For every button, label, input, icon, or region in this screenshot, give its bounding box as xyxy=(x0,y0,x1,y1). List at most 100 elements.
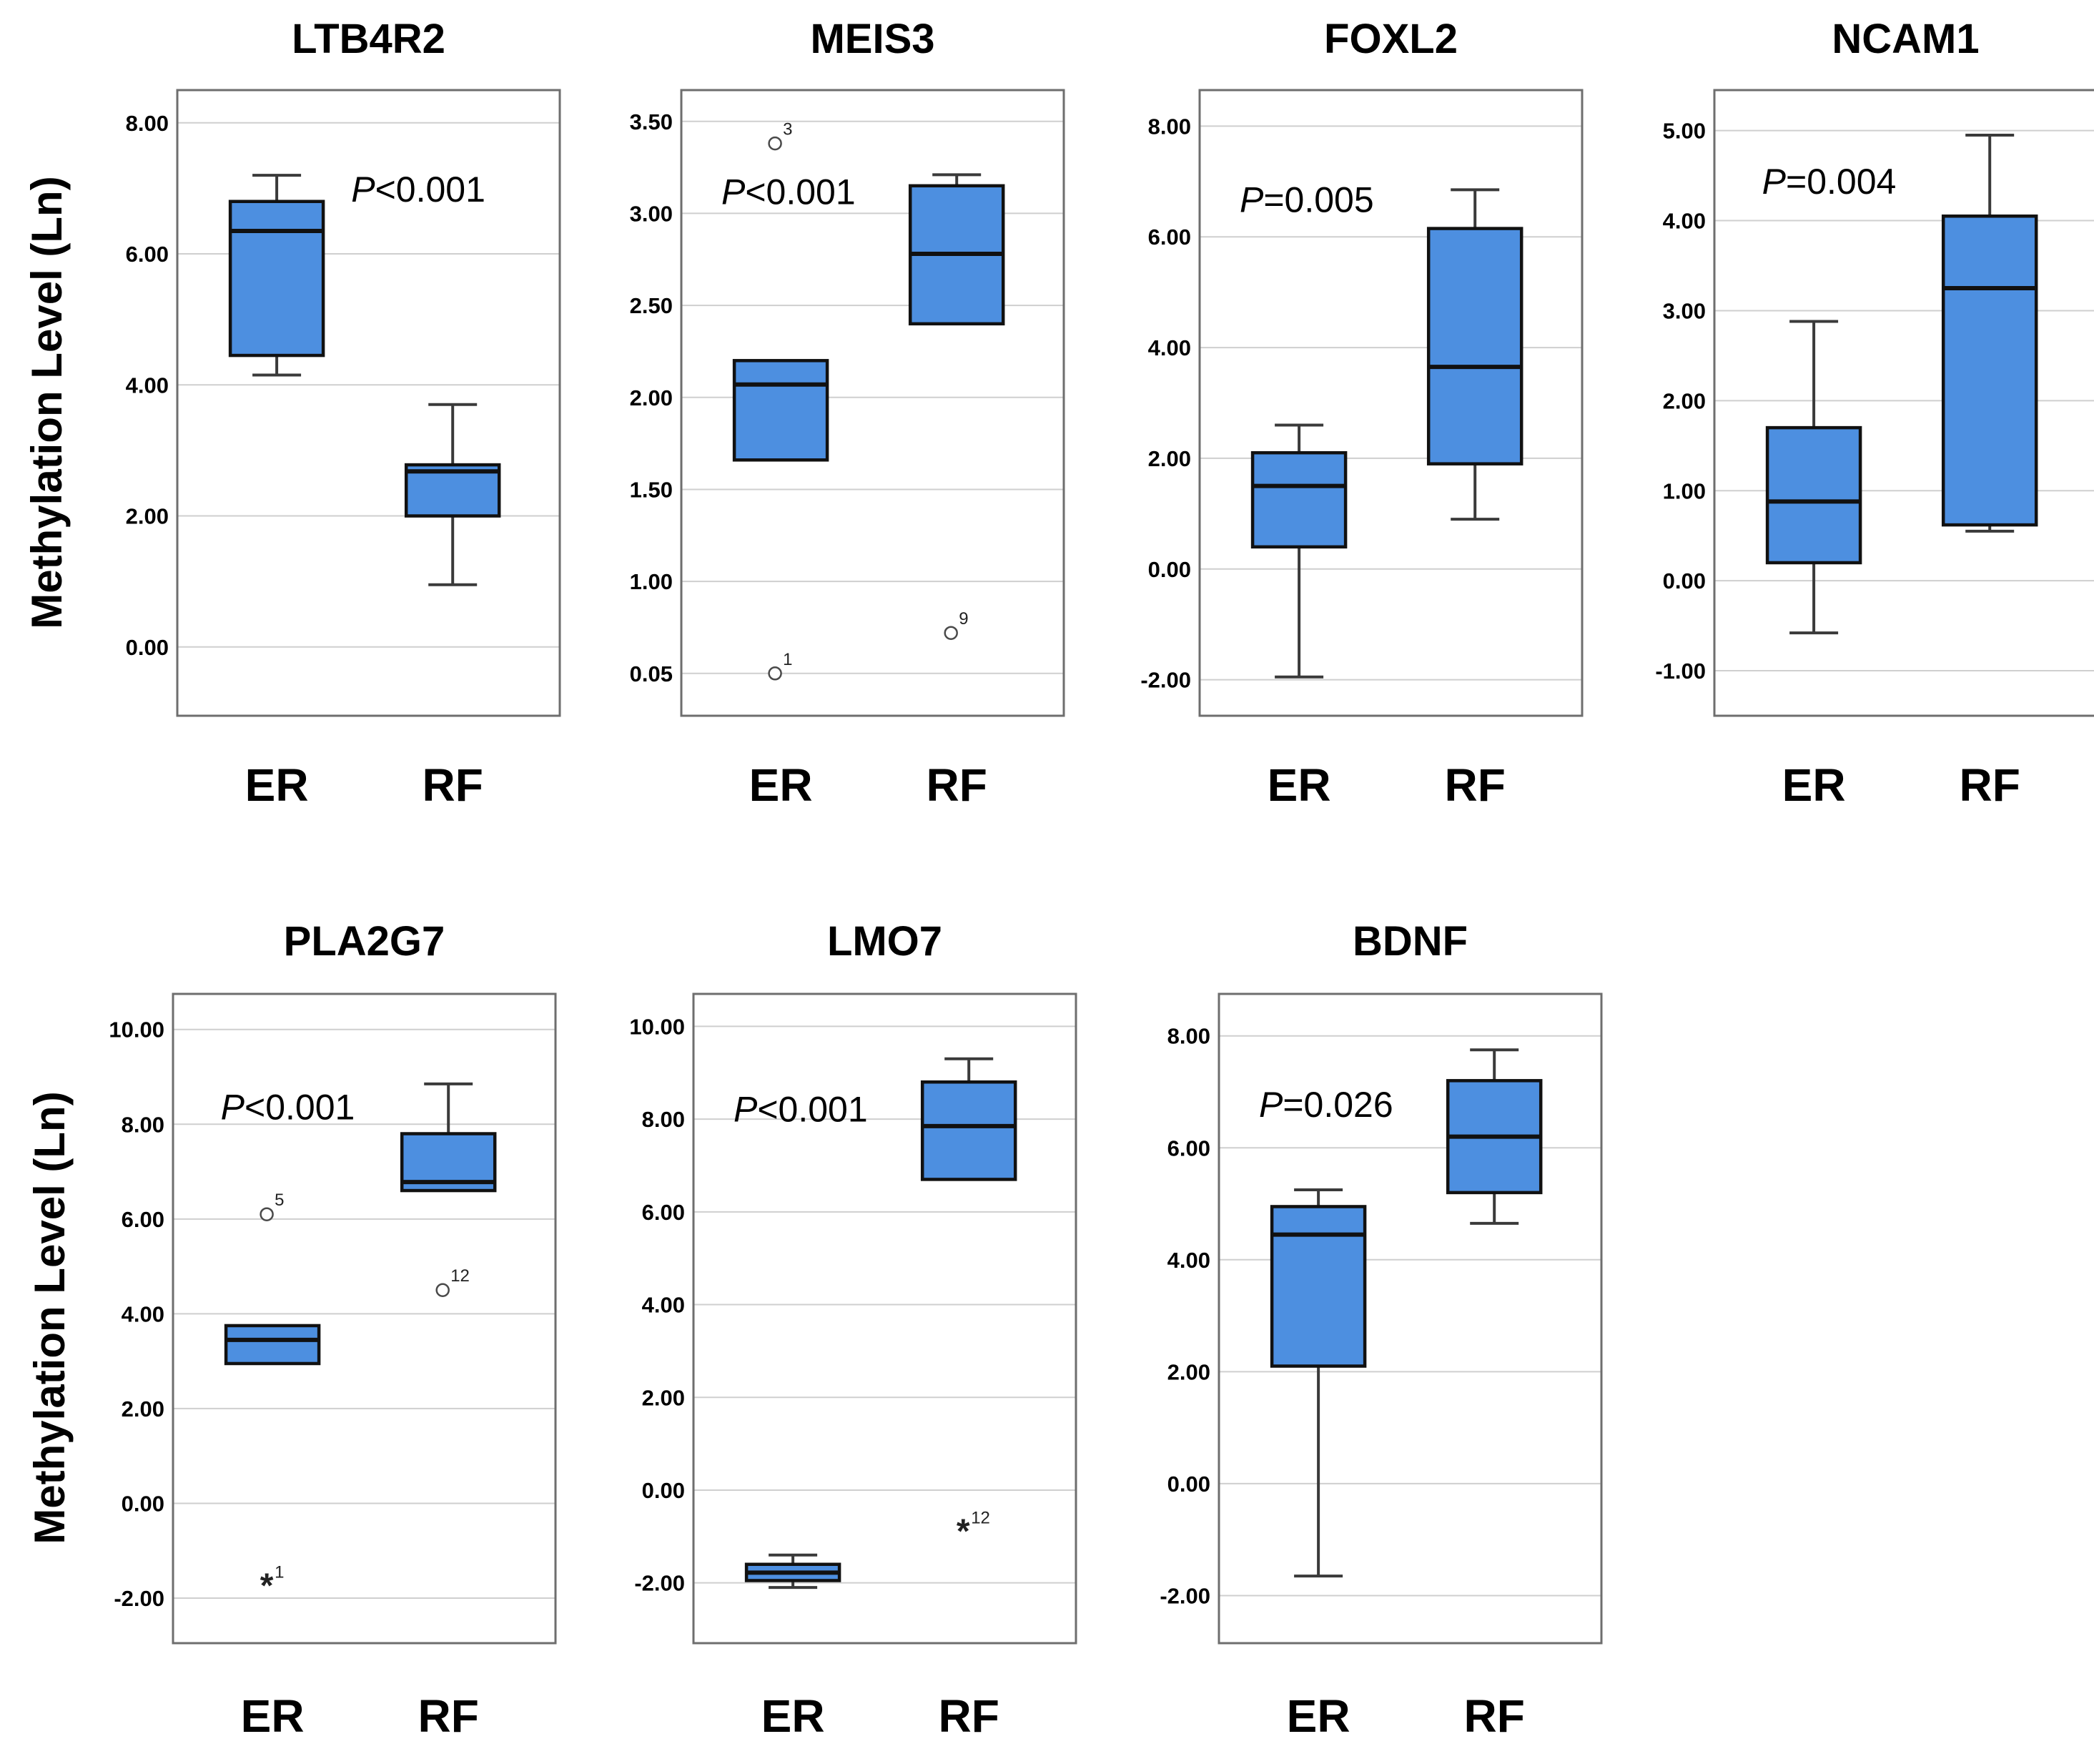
box-er xyxy=(744,1553,841,1590)
panels-container-bottom: 10.00 8.00 6.00 4.00 2.00 0.00 -2.00 5 * 1 12 PLA2G… xyxy=(0,894,2094,1764)
y-tick-label: 2.00 xyxy=(122,1396,164,1421)
panel-title: PLA2G7 xyxy=(284,918,445,965)
y-tick-label: 1.00 xyxy=(630,569,673,594)
y-tick-label: 0.00 xyxy=(126,635,169,660)
category-label-er: ER xyxy=(241,1690,305,1742)
category-label-er: ER xyxy=(749,759,813,811)
outlier-case-number: 9 xyxy=(959,609,968,629)
category-label-er: ER xyxy=(761,1690,825,1742)
outlier-case-number: 3 xyxy=(783,120,792,139)
box-rf: * 12 xyxy=(920,1057,1017,1550)
category-label-rf: RF xyxy=(1960,759,2020,811)
category-label-er: ER xyxy=(1287,1690,1350,1742)
boxplot-row-top: Methylation Level (Ln) 8.00 6.00 4.00 2.00 0… xyxy=(0,6,2094,835)
y-tick-label: 8.00 xyxy=(1148,114,1191,139)
category-label-rf: RF xyxy=(927,759,987,811)
iqr-box xyxy=(228,199,325,358)
extreme-outlier-star-marker: * xyxy=(957,1512,970,1550)
y-tick-label: -2.00 xyxy=(634,1571,685,1596)
y-tick-label: 3.00 xyxy=(1663,298,1706,323)
p-value-label: P=0.004 xyxy=(1762,162,1897,202)
boxplot-panel-meis3: 3.503.002.502.001.501.000.05319MEIS3P<0.… xyxy=(630,16,1065,811)
panel-title: NCAM1 xyxy=(1832,16,1979,62)
y-tick-label: 2.00 xyxy=(1167,1359,1210,1384)
y-tick-label: 8.00 xyxy=(1167,1024,1210,1049)
y-tick-label: 6.00 xyxy=(122,1207,164,1232)
panel-title: LMO7 xyxy=(827,918,942,965)
box-rf xyxy=(1446,1048,1543,1225)
y-tick-label: -2.00 xyxy=(114,1586,164,1611)
box-er xyxy=(228,174,325,377)
y-tick-label: 4.00 xyxy=(122,1301,164,1326)
plot-frame xyxy=(1198,89,1584,717)
p-value-label: P<0.001 xyxy=(351,169,485,210)
y-tick-label: 6.00 xyxy=(126,242,169,267)
outlier-circle-marker xyxy=(435,1283,450,1297)
panels-container-top: 8.00 6.00 4.00 2.00 0.00 LTB4R2 P<0.001 ER RF 3.5… xyxy=(0,6,2094,835)
iqr-box xyxy=(1941,215,2038,527)
panel-title: MEIS3 xyxy=(810,16,934,62)
y-tick-label: 0.00 xyxy=(122,1491,164,1516)
boxplot-panel-foxl2: 8.00 6.00 4.00 2.00 0.00 -2.00 FOXL2 P=0.005 ER R… xyxy=(1140,16,1584,811)
box-rf xyxy=(404,403,501,586)
y-tick-label: 0.00 xyxy=(1167,1472,1210,1497)
box-er: 31 xyxy=(732,120,829,681)
outlier-case-number: 1 xyxy=(275,1562,284,1582)
y-tick-label: 2.00 xyxy=(126,504,169,529)
outlier-circle-marker xyxy=(768,136,782,151)
y-tick-label: 1.00 xyxy=(1663,478,1706,503)
y-tick-label: -1.00 xyxy=(1655,659,1706,684)
y-tick-label: 8.00 xyxy=(126,111,169,136)
category-label-rf: RF xyxy=(939,1690,999,1742)
box-er xyxy=(1765,320,1862,635)
category-label-rf: RF xyxy=(423,759,483,811)
y-tick-label: 2.50 xyxy=(630,293,673,318)
y-tick-label: 1.50 xyxy=(630,477,673,502)
box-rf: 9 xyxy=(908,173,1005,640)
y-tick-label: 10.00 xyxy=(629,1014,685,1039)
boxplot-panel-bdnf: 8.00 6.00 4.00 2.00 0.00 -2.00 BDNF P=0.026 ER RF xyxy=(1160,918,1603,1742)
y-tick-label: 4.00 xyxy=(1663,209,1706,234)
y-tick-label: 0.05 xyxy=(630,661,673,686)
y-tick-label: 6.00 xyxy=(1167,1135,1210,1161)
y-tick-label: -2.00 xyxy=(1160,1583,1210,1608)
y-tick-label: 4.00 xyxy=(1167,1248,1210,1273)
y-tick-label: 4.00 xyxy=(126,373,169,398)
y-tick-label: 2.00 xyxy=(1148,446,1191,471)
box-rf xyxy=(1941,133,2038,533)
iqr-box xyxy=(224,1324,321,1366)
outlier-case-number: 1 xyxy=(783,650,792,669)
y-tick-label: 8.00 xyxy=(122,1112,164,1137)
p-value-label: P<0.001 xyxy=(221,1088,355,1128)
category-label-er: ER xyxy=(1268,759,1331,811)
outlier-circle-marker xyxy=(768,666,782,681)
category-label-er: ER xyxy=(1782,759,1846,811)
plot-area xyxy=(173,994,555,1643)
iqr-box xyxy=(1250,450,1348,549)
y-tick-label: 8.00 xyxy=(642,1107,685,1132)
plot-area xyxy=(177,90,560,716)
outlier-case-number: 5 xyxy=(275,1191,284,1210)
box-er xyxy=(1270,1188,1367,1578)
y-tick-label: 0.00 xyxy=(1663,568,1706,593)
plot-frame xyxy=(176,89,561,717)
y-tick-label: 10.00 xyxy=(109,1017,164,1043)
plot-frame xyxy=(172,992,557,1645)
y-tick-label: 2.00 xyxy=(642,1385,685,1410)
iqr-box xyxy=(1270,1205,1367,1368)
box-er: 5 * 1 xyxy=(224,1191,321,1605)
box-rf: 12 xyxy=(400,1082,497,1297)
y-tick-label: 4.00 xyxy=(1148,335,1191,360)
y-tick-label: 3.00 xyxy=(630,201,673,226)
panel-title: FOXL2 xyxy=(1324,16,1458,62)
y-tick-label: 0.00 xyxy=(642,1478,685,1503)
y-tick-label: 2.00 xyxy=(630,385,673,410)
p-value-label: P=0.026 xyxy=(1259,1085,1393,1125)
category-label-rf: RF xyxy=(1445,759,1506,811)
plot-frame xyxy=(1218,992,1603,1645)
plot-frame xyxy=(692,992,1077,1645)
category-label-er: ER xyxy=(245,759,309,811)
boxplot-row-bottom: Methylation Level (Ln) 10.00 8.00 6.00 4.00… xyxy=(0,894,2094,1764)
iqr-box xyxy=(920,1080,1017,1181)
